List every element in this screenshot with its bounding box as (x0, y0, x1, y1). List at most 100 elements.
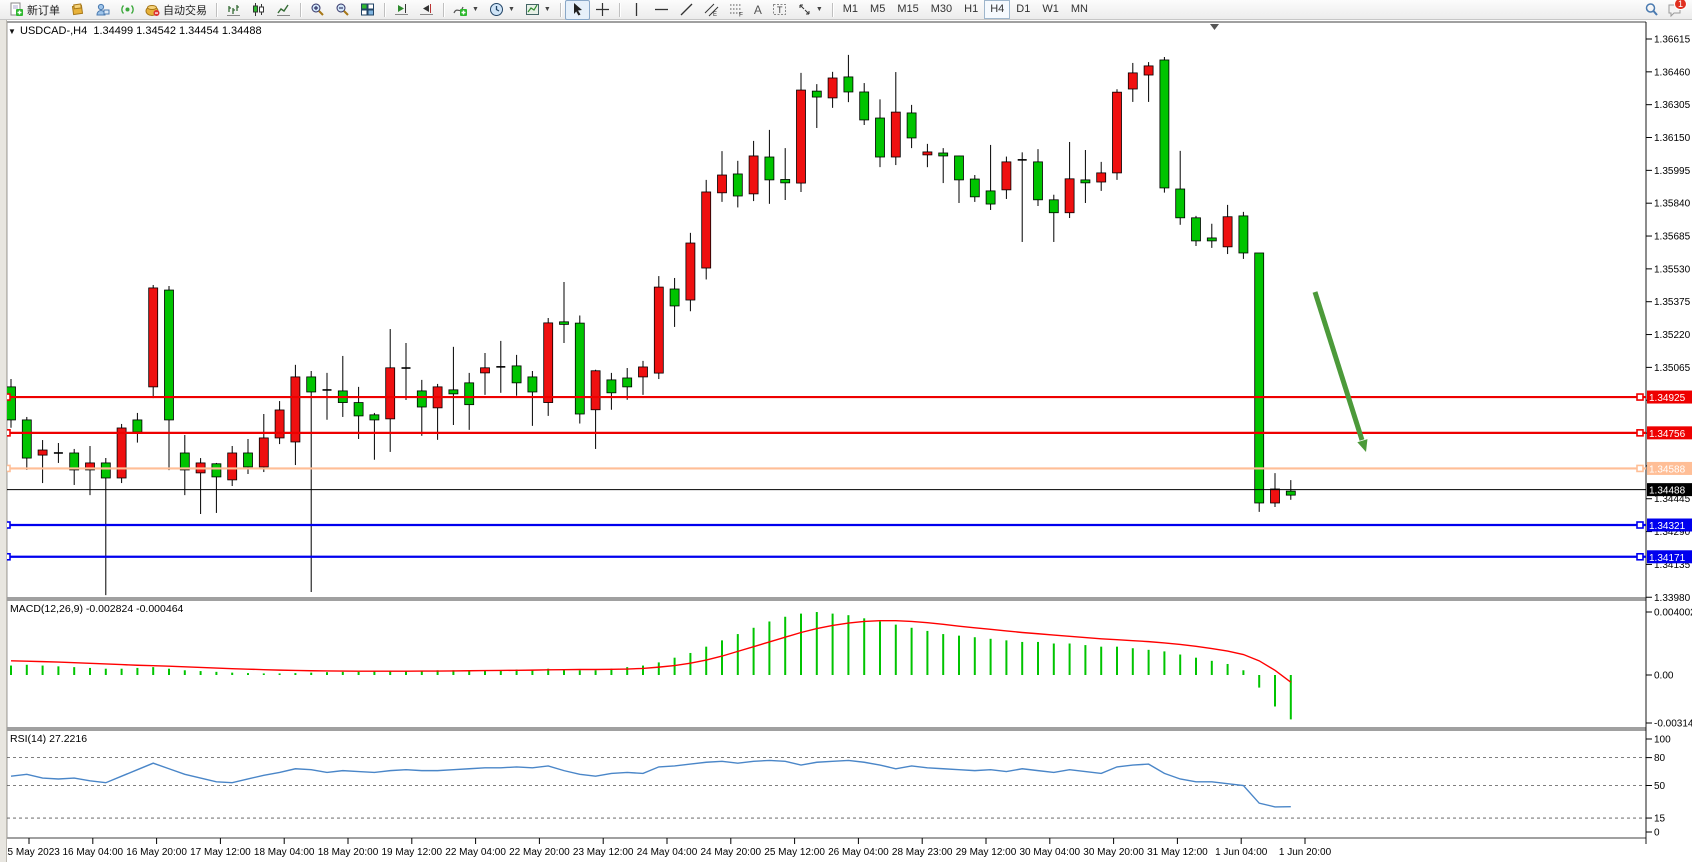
timeframe-h1-button[interactable]: H1 (964, 3, 979, 15)
templates-button[interactable]: ▼ (520, 0, 556, 20)
candle-body (21, 419, 32, 459)
dropdown-caret-icon: ▼ (507, 6, 515, 13)
rsi-axis-label: 80 (1654, 753, 1666, 764)
candle-body (638, 366, 648, 378)
zoom-out-button[interactable] (330, 0, 355, 20)
channel-tool-button[interactable]: E (699, 0, 724, 20)
arrow-annotation[interactable] (1312, 291, 1368, 452)
candle-body (164, 289, 174, 421)
price-tag (1647, 483, 1692, 497)
timeframe-m30-button[interactable]: M30 (930, 3, 953, 15)
y-axis-label: 1.35840 (1654, 199, 1691, 210)
candle-body (464, 382, 475, 406)
fibonacci-tool-button[interactable]: F (724, 0, 749, 20)
timeframe-m5-button[interactable]: M5 (870, 3, 886, 15)
x-axis-label: 16 May 20:00 (126, 847, 187, 858)
candle-body (969, 178, 980, 198)
line-handle[interactable] (1636, 393, 1644, 401)
line-handle[interactable] (1636, 464, 1644, 473)
candle-body (132, 419, 143, 433)
x-axis-label: 15 May 2023 (2, 847, 60, 858)
signals-button[interactable] (115, 0, 140, 20)
candle-body (1048, 199, 1059, 214)
line-handle[interactable] (1636, 429, 1644, 437)
timeframe-m15-button[interactable]: M15 (897, 3, 919, 15)
x-axis-label: 28 May 23:00 (892, 847, 953, 858)
candle-body (480, 367, 490, 374)
tile-windows-button[interactable] (355, 0, 380, 20)
bar-chart-button[interactable] (221, 0, 246, 20)
label-tool-button[interactable]: T (767, 0, 792, 20)
x-axis-label: 26 May 04:00 (828, 847, 889, 858)
toolbar-separator (300, 2, 301, 17)
candle-body (875, 117, 885, 158)
timeframe-w1-button[interactable]: W1 (1042, 3, 1059, 15)
cursor-icon (570, 2, 585, 17)
periods-button[interactable]: ▼ (484, 0, 520, 20)
candle-body (1096, 172, 1107, 183)
line-chart-button[interactable] (271, 0, 296, 20)
hline-objects[interactable]: 1.34925 1.34756 1.34588 1.34321 1.34171 1.344… (3, 390, 1692, 564)
chart-shift-icon (419, 2, 434, 17)
trendline-tool-button[interactable] (674, 0, 699, 20)
candle-body (353, 402, 364, 417)
new-order-label: 新订单 (27, 4, 60, 17)
autotrade-button[interactable]: 自动交易 (140, 0, 212, 20)
price-tag-label: 1.34488 (1649, 486, 1686, 497)
line-handle[interactable] (1636, 521, 1644, 529)
candle-body (906, 112, 917, 139)
search-icon[interactable] (1644, 2, 1659, 17)
candle-body (369, 414, 380, 421)
candlestick-chart-button[interactable] (246, 0, 271, 20)
new-order-button[interactable]: 新订单 (4, 0, 65, 20)
text-tool-icon: A (753, 2, 762, 17)
candle-body (985, 190, 996, 205)
candle-body (148, 287, 159, 388)
rsi-pane: 100 80 50 15 0 (7, 735, 1671, 839)
text-tool-button[interactable]: A (749, 0, 767, 20)
rsi-axis-label: 15 (1654, 814, 1666, 825)
toolbar-separator (618, 2, 620, 17)
toolbar-separator (443, 2, 444, 17)
horizontal-line-tool-button[interactable] (649, 0, 674, 20)
crosshair-tool-button[interactable] (590, 0, 615, 20)
candle-body (543, 322, 554, 403)
crosshair-icon (595, 2, 610, 17)
line-handle[interactable] (1636, 552, 1644, 561)
candle-body (448, 389, 459, 395)
candle-body (1222, 216, 1233, 248)
timeframe-m1-button[interactable]: M1 (842, 3, 859, 15)
zoom-in-button[interactable] (305, 0, 330, 20)
notifications-icon[interactable]: 1 (1667, 0, 1687, 17)
one-click-trading-caret-icon[interactable]: ▼ (8, 27, 16, 36)
price-tag (1647, 518, 1692, 532)
cursor-tool-button[interactable] (564, 0, 590, 20)
community-person-icon (95, 2, 110, 17)
candle-body (1206, 237, 1217, 242)
market-watch-button[interactable] (65, 0, 90, 20)
timeframe-h4-button[interactable]: H4 (984, 0, 1011, 19)
window-left-border (0, 20, 7, 862)
indicators-icon (453, 2, 468, 17)
timeframe-mn-button[interactable]: MN (1070, 3, 1088, 15)
macd-axis-label: 0.004002 (1654, 608, 1692, 619)
candle-body (1112, 91, 1122, 174)
chart-shift-button[interactable] (414, 0, 439, 20)
toolbar-separator (384, 2, 385, 17)
auto-scroll-button[interactable] (389, 0, 414, 20)
community-button[interactable] (90, 0, 115, 20)
x-axis-label: 30 May 04:00 (1019, 847, 1080, 858)
arrows-tool-button[interactable]: ▼ (792, 0, 828, 20)
zoom-in-icon (310, 2, 325, 17)
candle-body (780, 179, 791, 184)
candle-body (258, 437, 269, 468)
vertical-line-tool-button[interactable] (624, 0, 649, 20)
timeframe-d1-button[interactable]: D1 (1016, 3, 1031, 15)
indicators-button[interactable]: ▼ (448, 0, 484, 20)
candle-body (859, 91, 870, 121)
chart-shift-marker-icon (1210, 24, 1219, 30)
price-tag-label: 1.34588 (1649, 464, 1686, 475)
candle-body (306, 376, 317, 393)
x-axis-label: 18 May 20:00 (318, 847, 379, 858)
